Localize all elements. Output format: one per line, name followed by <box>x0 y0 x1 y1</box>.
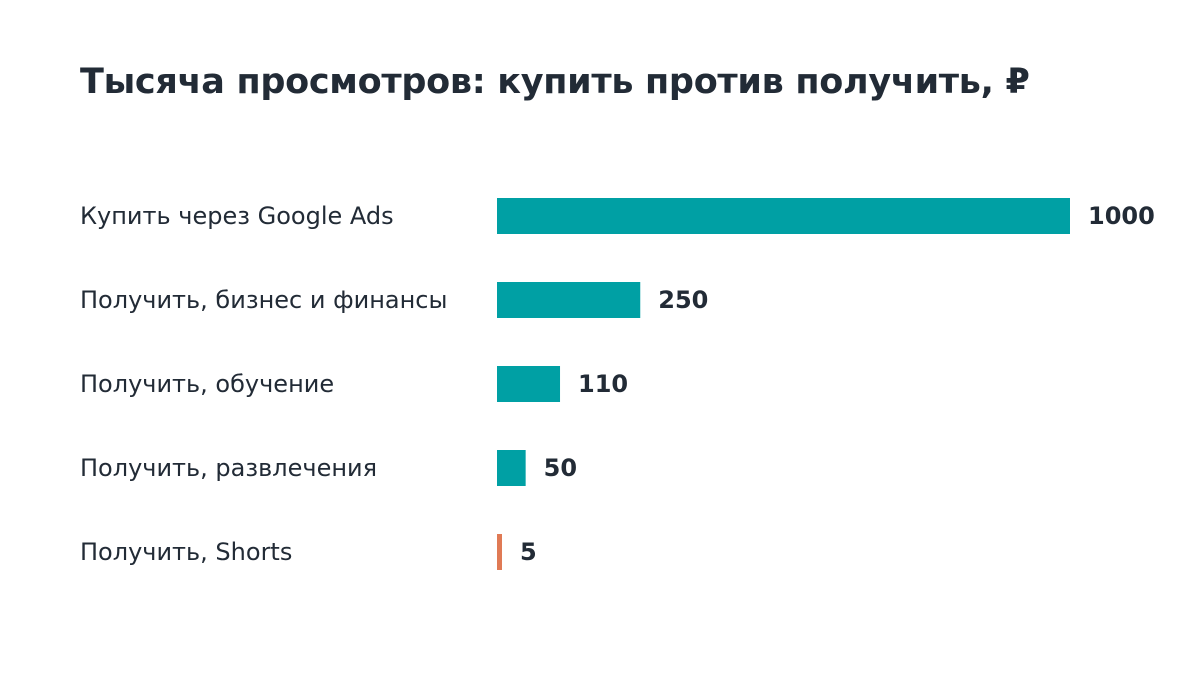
category-label: Получить, Shorts <box>80 538 292 566</box>
value-label: 50 <box>544 454 577 482</box>
value-label: 1000 <box>1088 202 1155 230</box>
bar <box>497 534 502 570</box>
bar <box>497 282 641 318</box>
value-label: 110 <box>578 370 628 398</box>
bar <box>497 366 561 402</box>
bar <box>497 198 1070 234</box>
category-label: Получить, развлечения <box>80 454 377 482</box>
category-label: Получить, обучение <box>80 370 334 398</box>
bars-layer: Купить через Google Ads 1000 Получить, биз… <box>80 198 1155 570</box>
value-label: 250 <box>658 286 708 314</box>
chart-title: Тысяча просмотров: купить против получит… <box>80 62 1030 102</box>
category-label: Купить через Google Ads <box>80 202 394 230</box>
bar <box>497 450 526 486</box>
category-label: Получить, бизнес и финансы <box>80 286 447 314</box>
value-label: 5 <box>520 538 537 566</box>
